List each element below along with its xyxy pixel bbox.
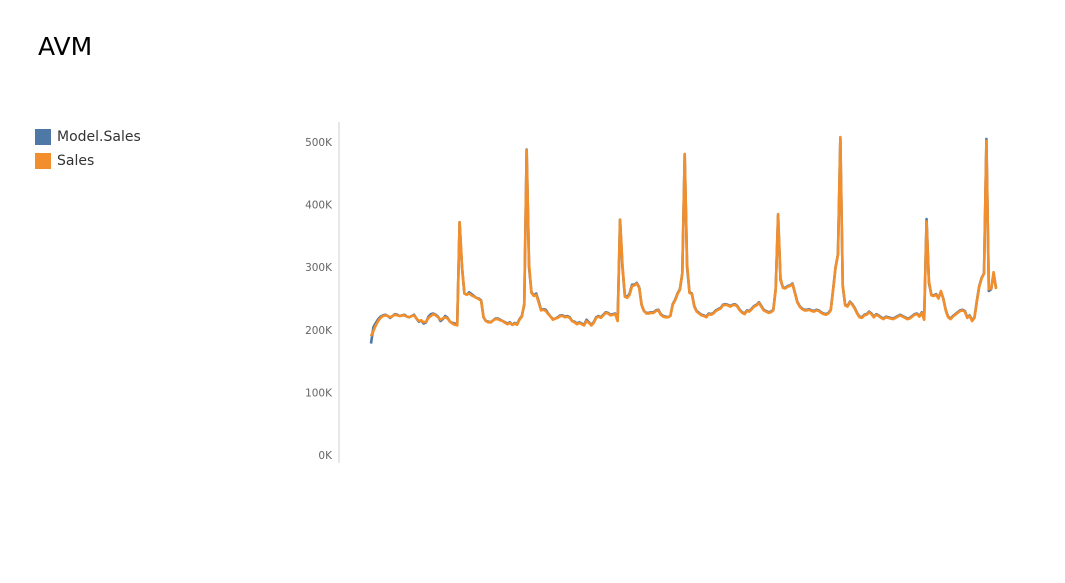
series-line-sales[interactable] [369, 135, 998, 337]
y-tick-label: 300K [305, 262, 333, 274]
legend-label-model-sales: Model.Sales [57, 129, 141, 145]
legend-swatch-model-sales [35, 129, 51, 145]
legend-label-sales: Sales [57, 153, 95, 169]
y-tick-label: 0K [318, 450, 333, 462]
y-tick-label: 200K [305, 325, 333, 337]
legend-item-sales[interactable]: Sales [35, 149, 141, 173]
y-axis-ticks: 0K 100K 200K 300K 400K 500K [305, 137, 333, 462]
y-tick-label: 500K [305, 137, 333, 149]
legend-item-model-sales[interactable]: Model.Sales [35, 125, 141, 149]
y-tick-label: 100K [305, 387, 333, 399]
page-title: AVM [38, 32, 93, 61]
series-layer [369, 135, 998, 344]
legend-swatch-sales [35, 153, 51, 169]
y-tick-label: 400K [305, 200, 333, 212]
legend: Model.Sales Sales [35, 125, 141, 173]
